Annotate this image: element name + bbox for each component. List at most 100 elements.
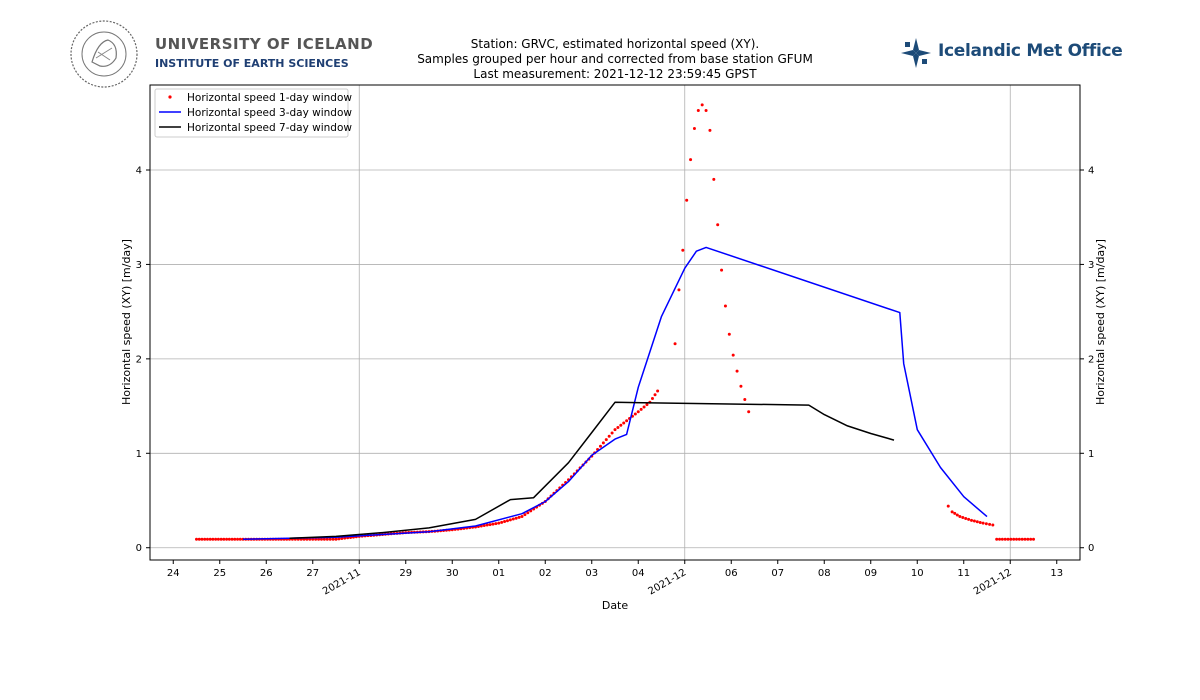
series-1day-point [650,397,654,401]
series-1day-point [645,403,649,407]
y-tick-label-left: 2 [136,354,142,365]
x-tick-label: 06 [725,568,738,579]
series-1day-point [1026,537,1030,541]
series-1day-point [514,516,518,520]
series-layer [195,103,1035,541]
series-1day-point [723,304,727,308]
series-1day-point [216,537,220,541]
legend-box [154,88,349,138]
series-1day-point [238,537,242,541]
y-tick-label-right: 1 [1088,449,1094,460]
legend-label-3day: Horizontal speed 3-day window [187,107,352,119]
series-1day-point [230,537,234,541]
series-1day-point [677,288,681,292]
series-1day-point [214,537,218,541]
series-1day-point [227,537,231,541]
x-tick-label: 10 [911,568,924,579]
series-1day-point [488,523,492,527]
series-1day-point [681,248,685,252]
x-tick-label: 30 [446,568,459,579]
series-1day-point [727,332,731,336]
series-1day-point [636,410,640,414]
y-tick-label-right: 3 [1088,260,1094,271]
series-1day-point [222,537,226,541]
series-1day-point [984,522,988,526]
series-7day-line [289,401,895,540]
series-1day-point [958,515,962,519]
series-1day-point [601,441,605,445]
series-1day-point [1012,537,1016,541]
series-1day-point [972,519,976,523]
grid-layer [150,85,1080,560]
legend: Horizontal speed 1-day window Horizontal… [154,88,352,138]
institute-name: INSTITUTE OF EARTH SCIENCES [155,57,349,70]
series-1day-point [337,537,341,541]
series-1day-point [981,521,985,525]
y-tick-label-left: 4 [136,165,142,176]
series-1day-point [735,369,739,373]
series-1day-point [731,353,735,357]
series-1day-point [692,126,696,130]
series-1day-point [613,428,617,432]
y-tick-label-right: 2 [1088,354,1094,365]
series-1day-point [203,537,207,541]
title-line-2: Samples grouped per hour and corrected f… [417,52,813,66]
y-axis-label-right: Horizontal speed (XY) [m/day] [1094,239,1107,405]
series-1day-point [598,444,602,448]
series-1day-point [747,410,751,414]
x-tick-label: 26 [260,568,273,579]
series-1day-point [1009,537,1013,541]
series-1day-point [511,517,515,521]
series-1day-point [319,537,323,541]
series-1day-point [328,537,332,541]
series-1day-point [696,108,700,112]
series-1day-point [523,513,527,517]
met-office-name: Icelandic Met Office [938,41,1123,61]
series-1day-point [317,537,321,541]
series-1day-point [642,405,646,409]
series-3day-line [242,246,988,540]
series-1day-point [340,537,344,541]
y-tick-label-right: 4 [1088,165,1094,176]
series-1day-point [607,434,611,438]
series-1day-point [673,342,677,346]
x-tick-label: 11 [957,568,970,579]
series-1day-point [211,537,215,541]
x-month-label: 2021-11 [321,567,363,597]
series-1day-point [219,537,223,541]
series-1day-point [978,520,982,524]
title-line-1: Station: GRVC, estimated horizontal spee… [470,37,760,51]
series-1day-point [708,128,712,132]
legend-label-7day: Horizontal speed 7-day window [187,122,352,134]
series-1day-point [1023,537,1027,541]
series-1day-point [225,537,229,541]
series-1day-point [625,419,629,423]
header: UNIVERSITY OF ICELAND INSTITUTE OF EARTH… [0,0,1200,90]
series-1day-point [961,516,965,520]
series-1day-point [322,537,326,541]
series-1day-point [970,518,973,522]
series-1day-point [494,522,498,526]
university-seal-icon [70,20,138,88]
x-tick-label: 09 [864,568,877,579]
x-tick-label: 27 [306,568,319,579]
series-1day-point [1017,537,1021,541]
x-tick-label: 07 [771,568,784,579]
series-1day-point [485,523,489,527]
series-1day-point [497,521,501,525]
series-1day-point [967,517,971,521]
legend-marker-1day [168,95,172,99]
series-1day-point [517,515,521,519]
series-1day-point [325,537,329,541]
series-1day-point [1000,537,1004,541]
series-1day-point [1032,537,1035,541]
series-1day-point [236,537,240,541]
series-1day-point [653,393,657,397]
series-1day-point [205,537,209,541]
series-1day-point [500,520,504,524]
x-tick-label: 03 [585,568,598,579]
x-tick-label: 02 [539,568,552,579]
series-1day-point [208,537,212,541]
series-1day-point [995,537,999,541]
